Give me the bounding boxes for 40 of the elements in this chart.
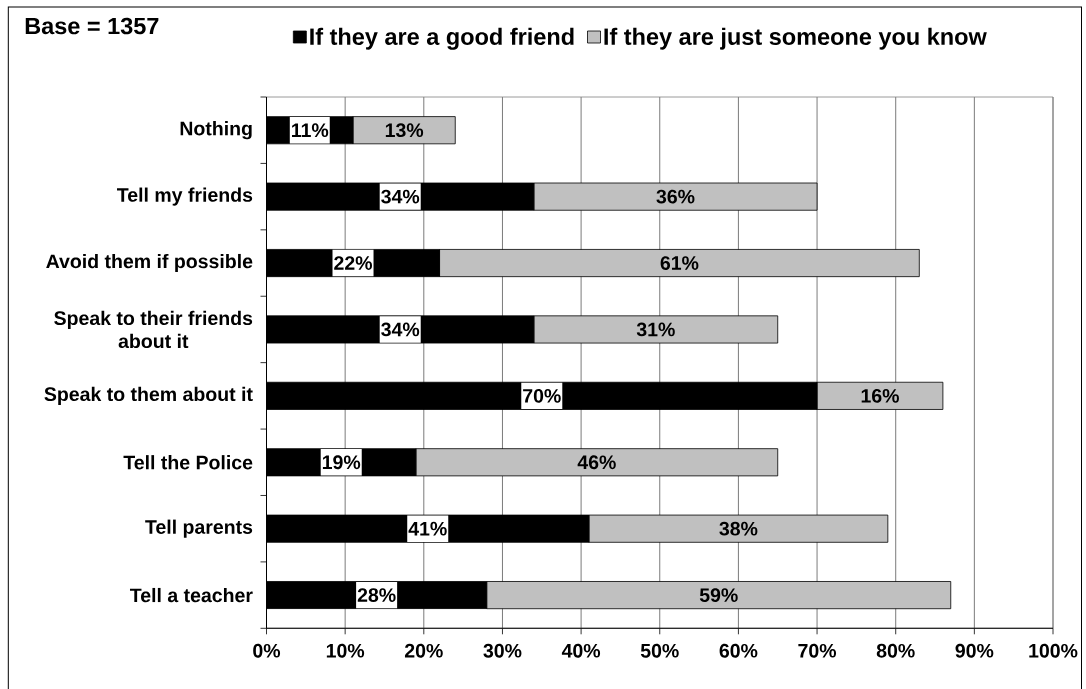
legend-label: If they are just someone you know — [604, 27, 987, 50]
data-label: 16% — [861, 388, 899, 403]
x-tick-label: 30% — [483, 643, 522, 658]
data-label: 11% — [292, 123, 329, 138]
data-label: 46% — [577, 455, 616, 470]
x-tick-label: 60% — [719, 643, 758, 658]
x-tick-label: 20% — [404, 643, 443, 658]
data-label: 59% — [699, 588, 738, 602]
x-tick-label: 90% — [955, 643, 994, 658]
y-tick-label: Tell a teacher — [129, 587, 253, 603]
y-tick-label: Avoid them if possible — [46, 253, 253, 273]
x-tick-label: 100% — [1029, 643, 1078, 658]
legend-label: If they are a good friend — [310, 27, 574, 50]
x-tick-label: 0% — [253, 643, 281, 658]
data-label: 19% — [322, 455, 361, 470]
data-label: 13% — [385, 123, 424, 138]
x-tick-label: 10% — [326, 643, 365, 658]
data-label: 34% — [381, 189, 420, 204]
x-tick-label: 80% — [876, 643, 915, 658]
x-tick-label: 40% — [561, 643, 601, 658]
data-label: 70% — [523, 388, 561, 403]
y-tick-label: Tell my friends — [117, 187, 253, 206]
data-label: 31% — [636, 322, 675, 337]
data-label: 34% — [381, 322, 420, 337]
data-label: 38% — [719, 521, 758, 536]
data-label: 22% — [334, 256, 372, 270]
bar — [415, 448, 779, 477]
y-tick-label: Nothing — [180, 121, 252, 140]
text: Base = 1357 — [25, 17, 159, 35]
y-tick-label: Speak to their friends about it — [54, 310, 253, 349]
data-label: 61% — [660, 256, 699, 270]
data-label: 28% — [357, 588, 396, 602]
x-tick-label: 70% — [798, 643, 837, 658]
x-tick-label: 50% — [640, 643, 679, 658]
y-tick-label: Speak to them about it — [44, 386, 253, 405]
bar — [533, 315, 779, 344]
data-label: 41% — [408, 521, 447, 536]
y-tick-label: Tell the Police — [123, 455, 253, 470]
y-tick-label: Tell parents — [145, 519, 253, 538]
data-label: 36% — [656, 189, 695, 204]
